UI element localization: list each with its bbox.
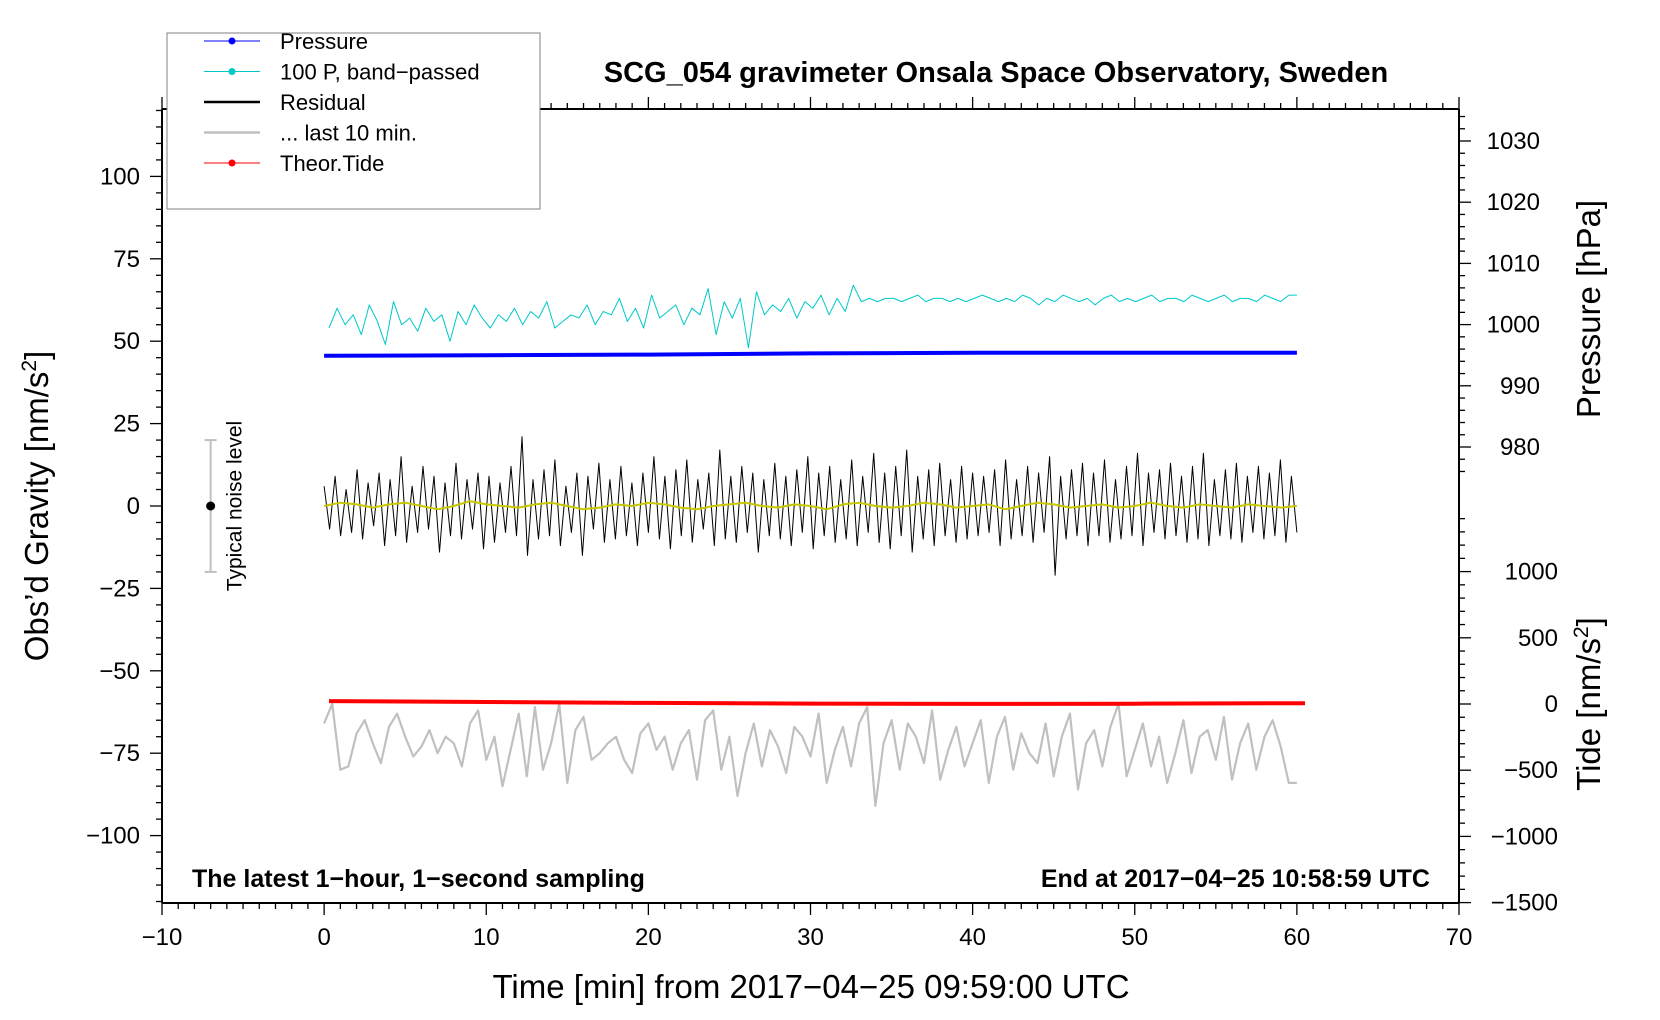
- y-left-tick-label: −75: [99, 740, 140, 767]
- tide-tick-label: 500: [1518, 625, 1558, 652]
- y-left-tick-label: −50: [99, 658, 140, 685]
- annotation-end-time: End at 2017−04−25 10:58:59 UTC: [1041, 865, 1430, 893]
- series-100-p-band-passed: [328, 284, 1297, 349]
- x-tick-label: 10: [473, 924, 500, 951]
- x-tick-label: 70: [1446, 924, 1473, 951]
- tide-tick-label: −500: [1504, 757, 1558, 784]
- axes-layer: −10 0 10 20 30 40 50 60 70−100−75−50−25025507510…: [86, 97, 1558, 951]
- annotation-sampling: The latest 1−hour, 1−second sampling: [192, 865, 645, 893]
- legend-label: ... last 10 min.: [280, 121, 417, 146]
- legend-box: [166, 32, 541, 210]
- legend-label: Residual: [280, 90, 366, 115]
- tide-label-close: ]: [1570, 617, 1607, 626]
- tide-tick-label: 1000: [1505, 559, 1558, 586]
- tide-tick-label: −1500: [1491, 890, 1558, 917]
- pressure-tick-label: 1000: [1487, 312, 1540, 339]
- noise-bar-label: Typical noise level: [224, 421, 247, 591]
- legend-entry: 100 P, band−passed: [204, 60, 480, 85]
- series-last-10-min: [323, 702, 1297, 808]
- y-left-label-close: ]: [18, 351, 55, 360]
- y-axis-label-tide: Tide [nm/s2]: [1570, 617, 1607, 791]
- y-left-tick-label: 100: [100, 163, 140, 190]
- noise-bar-center-dot: [206, 501, 216, 511]
- series-residual: [323, 436, 1298, 576]
- y-axis-label-left: Obs’d Gravity [nm/s2]: [18, 351, 55, 662]
- legend-label: 100 P, band−passed: [280, 60, 480, 85]
- legend: Pressure 100 P, band−passed Residual ... la…: [166, 29, 541, 210]
- x-axis-label: Time [min] from 2017−04−25 09:59:00 UTC: [492, 968, 1129, 1005]
- legend-marker-dot: [228, 37, 236, 45]
- pressure-tick-label: 1020: [1487, 189, 1540, 216]
- tide-label-sup: 2: [1570, 626, 1593, 638]
- y-axis-label-pressure: Pressure [hPa]: [1570, 200, 1607, 418]
- pressure-tick-label: 990: [1500, 373, 1540, 400]
- series-theor-tide: [328, 699, 1306, 706]
- y-left-tick-label: 0: [127, 493, 140, 520]
- legend-label: Theor.Tide: [280, 151, 384, 176]
- pressure-tick-label: 980: [1500, 434, 1540, 461]
- y-left-tick-label: 50: [113, 328, 140, 355]
- x-tick-label: 20: [635, 924, 662, 951]
- pressure-tick-label: 1030: [1487, 128, 1540, 155]
- legend-entry: ... last 10 min.: [204, 121, 417, 146]
- x-tick-label: 50: [1121, 924, 1148, 951]
- noise-level-indicator: Typical noise level: [204, 421, 247, 591]
- tide-label-base: Tide [nm/s: [1570, 638, 1607, 791]
- series-layer: [323, 284, 1306, 808]
- x-tick-label: −10: [142, 924, 183, 951]
- pressure-tick-label: 1010: [1487, 250, 1540, 277]
- legend-entry: Theor.Tide: [204, 151, 384, 176]
- legend-label: Pressure: [280, 29, 368, 54]
- y-left-tick-label: −100: [86, 823, 140, 850]
- legend-entry: Residual: [204, 90, 366, 115]
- y-left-tick-label: −25: [99, 575, 140, 602]
- chart-title: SCG_054 gravimeter Onsala Space Observat…: [604, 57, 1388, 89]
- y-left-tick-label: 25: [113, 411, 140, 438]
- tide-tick-label: −1000: [1491, 823, 1558, 850]
- tide-tick-label: 0: [1545, 691, 1558, 718]
- x-tick-label: 40: [959, 924, 986, 951]
- x-tick-label: 30: [797, 924, 824, 951]
- y-left-tick-label: 75: [113, 246, 140, 273]
- y-left-label-sup: 2: [18, 360, 41, 372]
- legend-entries: Pressure 100 P, band−passed Residual ... la…: [204, 29, 480, 176]
- y-left-label-base: Obs’d Gravity [nm/s: [18, 372, 55, 662]
- series-residual-smoothed: [323, 500, 1297, 511]
- legend-marker-dot: [228, 68, 236, 75]
- legend-marker-dot: [228, 159, 236, 167]
- series-pressure: [324, 350, 1297, 358]
- legend-entry: Pressure: [204, 29, 368, 54]
- x-tick-label: 60: [1284, 924, 1311, 951]
- x-tick-label: 0: [317, 924, 330, 951]
